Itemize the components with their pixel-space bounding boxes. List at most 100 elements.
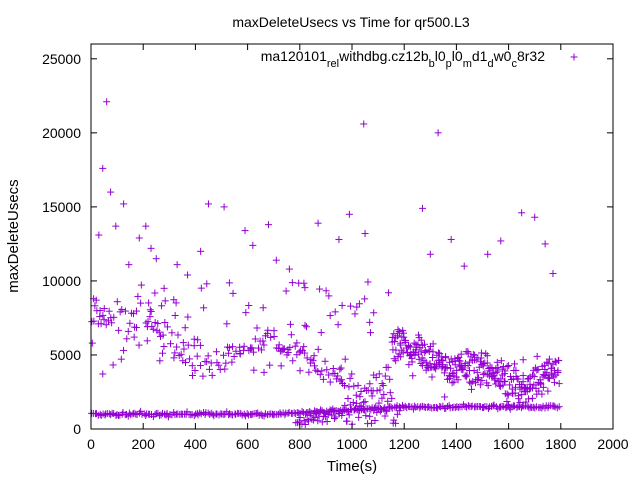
data-point — [184, 341, 192, 349]
data-point — [381, 372, 389, 380]
data-point — [332, 375, 340, 383]
data-point — [330, 415, 338, 423]
data-point — [409, 372, 417, 380]
data-point — [188, 362, 196, 370]
data-point — [440, 369, 448, 377]
data-point — [493, 358, 501, 366]
data-point — [270, 332, 278, 340]
y-tick-label: 0 — [73, 421, 81, 437]
data-point — [123, 335, 131, 343]
data-point — [525, 374, 533, 382]
x-tick-label: 1400 — [441, 436, 472, 452]
data-point — [366, 380, 374, 388]
data-point — [314, 219, 322, 227]
y-tick-label: 25000 — [42, 51, 81, 67]
data-point — [105, 307, 113, 315]
data-point — [555, 403, 563, 411]
data-point — [180, 345, 188, 353]
x-tick-label: 1800 — [545, 436, 576, 452]
data-point — [181, 324, 189, 332]
data-point — [237, 409, 245, 417]
data-point — [437, 356, 445, 364]
data-point — [535, 387, 543, 395]
data-point — [301, 321, 309, 329]
data-point — [467, 385, 475, 393]
data-point — [296, 414, 304, 422]
data-point — [163, 323, 171, 331]
data-point — [508, 385, 516, 393]
data-point — [531, 213, 539, 221]
data-point — [95, 231, 103, 239]
data-point — [478, 377, 486, 385]
data-point — [388, 333, 396, 341]
data-point — [190, 342, 198, 350]
data-point — [229, 289, 237, 297]
data-point — [161, 297, 169, 305]
y-tick-label: 20000 — [42, 125, 81, 141]
data-point — [528, 394, 536, 402]
data-point — [372, 374, 380, 382]
data-point — [147, 308, 155, 316]
data-point — [145, 299, 153, 307]
legend-marker — [570, 53, 578, 61]
data-point — [338, 412, 346, 420]
data-point — [505, 362, 513, 370]
x-tick-label: 2000 — [597, 436, 628, 452]
data-point — [466, 378, 474, 386]
data-point — [173, 261, 181, 269]
data-point — [519, 356, 527, 364]
data-point — [401, 337, 409, 345]
data-point — [275, 341, 283, 349]
y-tick-label: 15000 — [42, 199, 81, 215]
x-tick-label: 600 — [236, 436, 260, 452]
data-point — [249, 348, 257, 356]
data-point — [277, 362, 285, 370]
data-point — [514, 392, 522, 400]
data-point — [484, 381, 492, 389]
data-point — [480, 403, 488, 411]
data-point — [316, 285, 324, 293]
data-point — [144, 317, 152, 325]
data-point — [364, 278, 372, 286]
x-tick-label: 1600 — [493, 436, 524, 452]
data-point — [137, 407, 145, 415]
data-point — [184, 271, 192, 279]
data-point — [240, 342, 248, 350]
data-point — [484, 370, 492, 378]
data-point — [349, 399, 357, 407]
data-point — [367, 419, 375, 427]
data-point — [356, 393, 364, 401]
data-point — [474, 376, 482, 384]
data-point — [196, 409, 204, 417]
data-point — [221, 365, 229, 373]
data-point — [338, 376, 346, 384]
data-point — [555, 357, 563, 365]
data-point — [394, 326, 402, 334]
data-point — [194, 336, 202, 344]
data-point — [149, 325, 157, 333]
data-point — [230, 352, 238, 360]
data-point — [410, 339, 418, 347]
data-point — [463, 371, 471, 379]
data-point — [108, 319, 116, 327]
data-point — [361, 398, 369, 406]
data-point — [250, 366, 258, 374]
x-axis-label: Time(s) — [327, 458, 377, 475]
data-point — [479, 362, 487, 370]
data-point — [321, 357, 329, 365]
data-point — [422, 358, 430, 366]
data-point — [288, 279, 296, 287]
legend-marker-symbol — [570, 53, 578, 61]
data-point — [197, 247, 205, 255]
data-point — [97, 320, 105, 328]
data-point — [253, 324, 261, 332]
data-point — [514, 375, 522, 383]
data-point — [112, 222, 120, 230]
data-point — [215, 361, 223, 369]
data-point — [179, 339, 187, 347]
data-point — [260, 368, 268, 376]
data-point — [300, 279, 308, 287]
data-point — [310, 352, 318, 360]
